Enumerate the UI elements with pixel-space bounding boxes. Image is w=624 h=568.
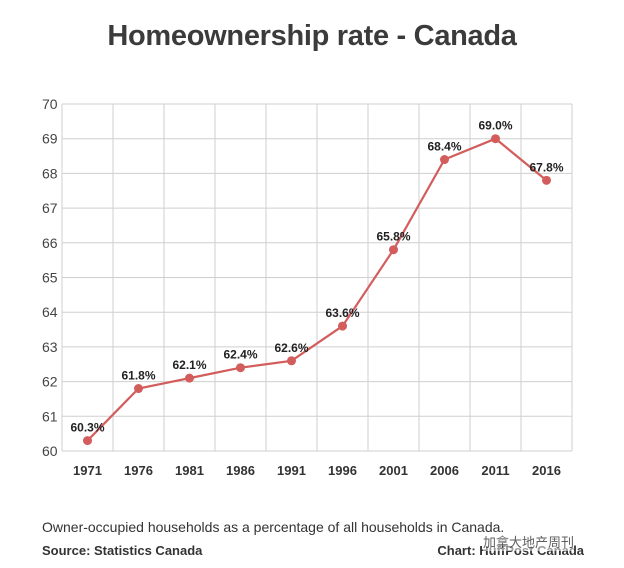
chart-title: Homeownership rate - Canada — [107, 20, 517, 52]
x-tick-label: 1976 — [124, 463, 153, 478]
series-homeownership — [83, 134, 551, 446]
x-tick-label: 1981 — [175, 463, 204, 478]
x-tick-label: 1986 — [226, 463, 255, 478]
data-label: 67.8% — [529, 160, 563, 174]
x-tick-label: 1971 — [73, 463, 102, 478]
data-point — [83, 436, 92, 446]
x-tick-label: 2016 — [532, 463, 561, 478]
watermark-text: 加拿大地产周刊 — [482, 532, 574, 551]
data-label: 62.1% — [172, 358, 206, 372]
source-note: Source: Statistics Canada — [42, 543, 203, 558]
y-tick-label: 66 — [42, 235, 58, 251]
y-tick-label: 70 — [42, 96, 58, 112]
chart-caption: Owner-occupied households as a percentag… — [42, 519, 505, 535]
x-tick-label: 1991 — [277, 463, 306, 478]
y-tick-label: 60 — [42, 443, 58, 459]
data-label: 63.6% — [325, 306, 359, 320]
y-tick-label: 67 — [42, 200, 58, 216]
x-tick-label: 1996 — [328, 463, 357, 478]
grid — [61, 103, 573, 452]
x-axis-ticks: 1971 1976 1981 1986 1991 1996 2001 2006 2011 2016 — [73, 463, 561, 478]
data-label: 62.6% — [274, 341, 308, 355]
y-tick-label: 63 — [42, 339, 58, 355]
data-point — [491, 134, 500, 144]
data-point — [185, 373, 194, 383]
y-tick-label: 61 — [42, 408, 58, 424]
data-point — [542, 175, 551, 185]
y-tick-label: 65 — [42, 270, 58, 286]
data-label: 65.8% — [376, 230, 410, 244]
data-label: 61.8% — [121, 369, 155, 383]
y-tick-label: 68 — [42, 165, 58, 181]
data-label: 69.0% — [478, 119, 512, 133]
x-tick-label: 2011 — [481, 463, 509, 478]
data-point — [389, 245, 398, 255]
y-axis-ticks: 60 61 62 63 64 65 66 67 68 69 70 — [42, 96, 58, 459]
data-point — [236, 363, 245, 373]
series-line — [86, 137, 548, 442]
x-tick-label: 2001 — [379, 463, 408, 478]
data-labels: 60.3% 61.8% 62.1% 62.4% 62.6% 63.6% 65.8% 68.4%… — [70, 119, 563, 435]
data-label: 62.4% — [223, 348, 257, 362]
y-tick-label: 62 — [42, 374, 58, 390]
data-label: 68.4% — [427, 140, 461, 154]
data-point — [338, 321, 347, 331]
data-point — [440, 155, 449, 165]
data-point — [287, 356, 296, 366]
data-label: 60.3% — [70, 421, 104, 435]
y-tick-label: 69 — [42, 131, 58, 147]
y-tick-label: 64 — [42, 304, 58, 320]
data-point — [134, 384, 143, 394]
x-tick-label: 2006 — [430, 463, 459, 478]
